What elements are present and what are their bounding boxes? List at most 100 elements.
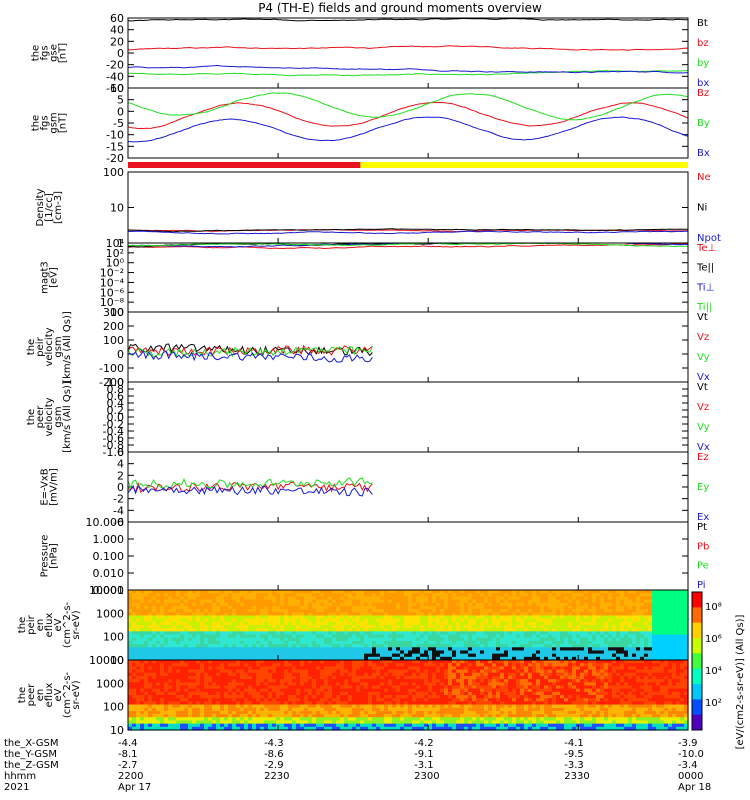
- heatmap-cell: [172, 704, 177, 709]
- heatmap-cell: [360, 644, 365, 648]
- legend-Vx: Vx: [697, 372, 710, 383]
- heatmap-cell: [428, 615, 433, 620]
- heatmap-cell: [192, 640, 197, 645]
- heatmap-cell: [656, 590, 661, 594]
- heatmap-cell: [216, 605, 221, 610]
- heatmap-cell: [204, 663, 209, 667]
- heatmap-cell: [176, 695, 181, 699]
- heatmap-cell: [344, 704, 349, 709]
- heatmap-cell: [140, 609, 145, 613]
- heatmap-cell: [668, 631, 673, 636]
- heatmap-cell: [268, 653, 273, 658]
- heatmap-cell: [628, 653, 633, 658]
- heatmap-cell: [132, 666, 137, 671]
- heatmap-cell: [192, 653, 197, 658]
- heatmap-cell: [316, 717, 321, 722]
- heatmap-cell: [404, 644, 409, 648]
- heatmap-cell: [276, 685, 281, 690]
- panel-frame: [127, 521, 689, 591]
- heatmap-cell: [348, 637, 353, 642]
- heatmap-cell: [660, 628, 665, 632]
- heatmap-cell: [672, 593, 677, 597]
- heatmap-cell: [320, 599, 325, 604]
- heatmap-cell: [424, 628, 429, 632]
- heatmap-cell: [232, 605, 237, 610]
- heatmap-cell: [608, 640, 613, 645]
- heatmap-cell: [216, 685, 221, 690]
- heatmap-cell: [168, 605, 173, 610]
- heatmap-cell: [280, 647, 285, 652]
- heatmap-cell: [632, 656, 637, 661]
- heatmap-cell: [172, 612, 177, 617]
- heatmap-cell: [524, 593, 529, 597]
- heatmap-cell: [308, 720, 313, 725]
- heatmap-cell: [212, 650, 217, 655]
- heatmap-cell: [400, 726, 405, 731]
- heatmap-cell: [216, 599, 221, 604]
- heatmap-cell: [368, 621, 373, 626]
- heatmap-cell: [400, 691, 405, 696]
- heatmap-cell: [204, 720, 209, 725]
- heatmap-cell: [208, 599, 213, 604]
- heatmap-cell: [256, 602, 261, 607]
- heatmap-cell: [320, 621, 325, 626]
- heatmap-cell: [196, 612, 201, 617]
- heatmap-cell: [172, 710, 177, 715]
- heatmap-cell: [584, 599, 589, 604]
- heatmap-cell: [344, 685, 349, 690]
- heatmap-cell: [280, 682, 285, 687]
- heatmap-cell: [144, 660, 149, 664]
- heatmap-cell: [444, 628, 449, 632]
- heatmap-cell: [404, 637, 409, 642]
- heatmap-cell: [304, 602, 309, 607]
- heatmap-cell: [172, 726, 177, 731]
- heatmap-cell: [208, 634, 213, 639]
- heatmap-cell: [304, 717, 309, 722]
- heatmap-cell: [360, 590, 365, 594]
- heatmap-cell: [404, 660, 409, 664]
- heatmap-cell: [344, 691, 349, 696]
- heatmap-cell: [200, 593, 205, 597]
- series-line-Vz: [127, 344, 373, 357]
- heatmap-cell: [312, 596, 317, 601]
- heatmap-cell: [368, 625, 373, 629]
- heatmap-cell: [404, 590, 409, 594]
- heatmap-cell: [204, 714, 209, 718]
- heatmap-cell: [596, 653, 601, 658]
- heatmap-cell: [264, 625, 269, 629]
- heatmap-cell: [192, 637, 197, 642]
- heatmap-cell: [244, 621, 249, 626]
- heatmap-cell: [320, 609, 325, 613]
- heatmap-cell: [632, 631, 637, 636]
- ytick-label: 0: [117, 348, 124, 361]
- heatmap-cell: [144, 644, 149, 648]
- heatmap-cell: [332, 609, 337, 613]
- heatmap-cell: [680, 602, 685, 607]
- heatmap-cell: [236, 650, 241, 655]
- heatmap-cell: [684, 593, 689, 597]
- heatmap-cell: [132, 660, 137, 664]
- heatmap-cell: [204, 669, 209, 674]
- heatmap-cell: [624, 644, 629, 648]
- heatmap-cell: [368, 650, 373, 655]
- heatmap-cell: [412, 621, 417, 626]
- heatmap-cell: [380, 695, 385, 699]
- heatmap-cell: [308, 625, 313, 629]
- heatmap-cell: [212, 675, 217, 680]
- heatmap-cell: [400, 599, 405, 604]
- heatmap-cell: [224, 596, 229, 601]
- heatmap-cell: [224, 615, 229, 620]
- heatmap-cell: [352, 701, 357, 706]
- heatmap-cell: [244, 707, 249, 712]
- heatmap-cell: [168, 602, 173, 607]
- heatmap-cell: [424, 605, 429, 610]
- ylabel-line: (cm^2-s-: [62, 671, 73, 718]
- heatmap-cell: [612, 644, 617, 648]
- heatmap-cell: [256, 675, 261, 680]
- heatmap-cell: [296, 599, 301, 604]
- heatmap-cell: [280, 707, 285, 712]
- ylabel-line: sr-eV): [71, 680, 82, 709]
- heatmap-cell: [276, 682, 281, 687]
- heatmap-cell: [184, 704, 189, 709]
- heatmap-cell: [276, 707, 281, 712]
